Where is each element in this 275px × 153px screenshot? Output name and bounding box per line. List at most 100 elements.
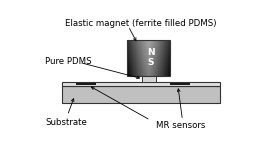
Bar — [137, 68, 138, 69]
Bar — [165, 70, 166, 71]
Bar — [139, 66, 140, 67]
Bar — [143, 73, 144, 74]
Bar — [158, 71, 159, 72]
Bar — [143, 42, 144, 43]
Bar — [127, 51, 128, 52]
Bar — [166, 54, 167, 55]
Bar — [168, 72, 169, 73]
Bar — [168, 57, 169, 58]
Bar — [159, 58, 160, 59]
Bar — [145, 57, 147, 58]
Bar — [135, 41, 136, 42]
Bar — [144, 48, 145, 49]
Bar — [150, 43, 152, 44]
Bar — [127, 44, 128, 45]
Bar — [158, 41, 159, 42]
Bar — [158, 62, 159, 63]
Bar — [133, 42, 134, 43]
Bar — [145, 41, 146, 42]
Bar — [133, 46, 134, 47]
Bar — [142, 45, 143, 46]
Bar — [147, 57, 148, 58]
Bar — [156, 71, 157, 72]
Bar — [165, 43, 166, 44]
Bar — [129, 68, 130, 69]
Bar — [149, 44, 150, 45]
Bar — [145, 47, 146, 48]
Bar — [138, 51, 139, 52]
Bar — [162, 41, 163, 42]
Bar — [160, 53, 161, 54]
Bar — [148, 57, 149, 58]
Bar — [164, 46, 165, 47]
Bar — [156, 70, 157, 71]
Bar — [141, 71, 142, 72]
Bar — [146, 57, 147, 58]
Bar — [155, 41, 156, 42]
Bar — [142, 76, 156, 82]
Bar — [151, 45, 152, 46]
Bar — [158, 44, 159, 45]
Bar — [133, 49, 134, 50]
Bar — [156, 42, 157, 43]
Bar — [137, 45, 138, 46]
Bar — [138, 42, 139, 43]
Bar — [131, 61, 132, 62]
Bar — [166, 67, 167, 68]
Bar — [132, 73, 133, 74]
Bar — [129, 54, 130, 55]
Bar — [142, 57, 143, 58]
Bar — [164, 73, 165, 74]
Bar — [129, 57, 130, 58]
Bar — [167, 71, 168, 72]
Bar — [168, 46, 169, 47]
Bar — [140, 55, 141, 56]
Bar — [147, 44, 148, 45]
Bar — [150, 57, 151, 58]
Bar — [161, 41, 162, 42]
Bar — [146, 68, 147, 69]
Bar — [143, 41, 144, 42]
Bar — [152, 57, 153, 58]
Bar — [141, 43, 142, 44]
Bar — [162, 60, 163, 61]
Bar — [138, 45, 139, 46]
Bar — [150, 57, 152, 58]
Bar — [162, 63, 163, 64]
Bar — [158, 54, 159, 55]
Bar — [163, 62, 164, 63]
Bar — [161, 53, 162, 54]
Bar — [141, 64, 142, 65]
Bar — [158, 58, 159, 59]
Bar — [141, 73, 142, 74]
Bar — [150, 64, 152, 65]
Bar — [162, 40, 163, 41]
Bar — [128, 69, 129, 70]
Bar — [149, 70, 150, 71]
Bar — [141, 70, 142, 71]
Bar — [169, 42, 170, 43]
Bar — [158, 41, 159, 42]
Bar — [133, 55, 134, 56]
Bar — [144, 45, 145, 46]
Bar — [138, 59, 139, 60]
Bar — [139, 61, 140, 62]
Bar — [145, 69, 147, 70]
Bar — [138, 64, 139, 65]
Bar — [152, 55, 153, 56]
Bar — [133, 51, 134, 52]
Bar — [153, 74, 154, 75]
Bar — [169, 69, 170, 70]
Bar — [136, 68, 137, 69]
Bar — [136, 42, 137, 43]
Bar — [155, 49, 156, 50]
Bar — [147, 48, 148, 49]
Bar — [142, 46, 143, 47]
Bar — [129, 41, 130, 42]
Bar — [155, 50, 156, 51]
Bar — [128, 41, 129, 42]
Bar — [147, 43, 148, 44]
Bar — [169, 56, 170, 57]
Bar — [129, 71, 130, 72]
Bar — [148, 52, 149, 53]
